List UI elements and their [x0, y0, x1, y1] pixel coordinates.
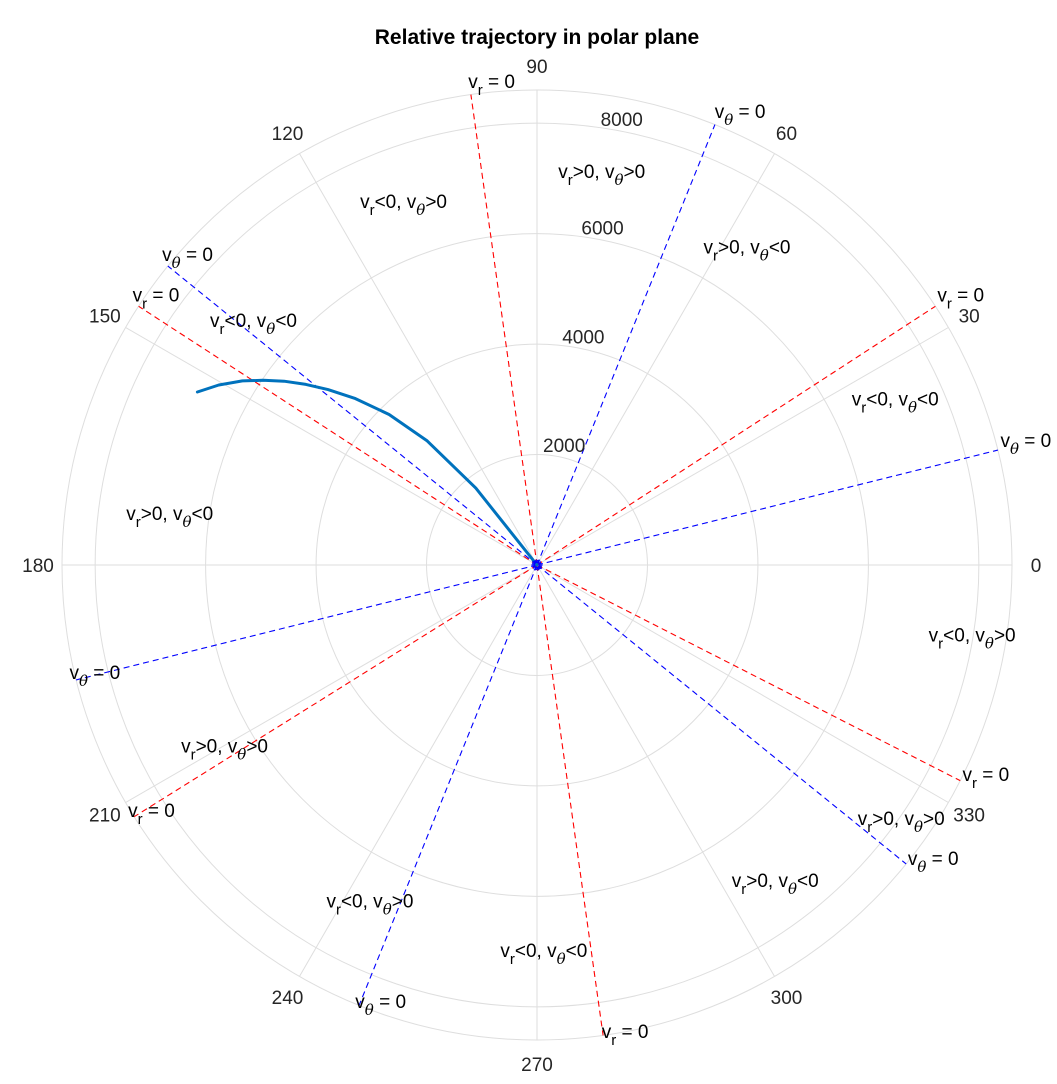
boundary-label-vtheta: vθ = 0 [70, 663, 121, 690]
boundary-label-vr: vr = 0 [468, 72, 515, 99]
origin-marker [531, 562, 543, 568]
region-label: vr>0, vθ<0 [704, 238, 791, 265]
region-label: vr<0, vθ>0 [929, 626, 1016, 653]
boundary-line-vtheta [536, 124, 716, 566]
theta-grid-spoke [299, 153, 538, 566]
boundary-line-vtheta [536, 449, 999, 566]
r-tick-label: 4000 [562, 327, 604, 348]
theta-grid-spoke [536, 564, 775, 977]
boundary-line-vr [536, 564, 961, 782]
theta-grid-spoke [536, 153, 775, 566]
boundary-label-vtheta: vθ = 0 [355, 992, 406, 1019]
theta-grid-spoke [125, 564, 538, 803]
theta-tick-label: 120 [272, 124, 304, 145]
boundary-line-vtheta [167, 265, 538, 566]
r-tick-label: 2000 [543, 436, 585, 457]
region-label: vr<0, vθ<0 [210, 311, 297, 338]
region-label: vr>0, vθ>0 [858, 809, 945, 836]
region-label: vr>0, vθ>0 [181, 737, 268, 764]
theta-tick-label: 210 [89, 806, 121, 827]
r-tick-label: 8000 [601, 110, 643, 131]
origin-marker [532, 560, 542, 570]
boundary-line-vr [470, 94, 538, 566]
theta-tick-label: 0 [1031, 556, 1042, 577]
chart-title: Relative trajectory in polar plane [375, 26, 699, 49]
theta-tick-label: 270 [521, 1055, 553, 1076]
theta-tick-label: 330 [953, 806, 985, 827]
boundary-label-vr: vr = 0 [133, 286, 180, 313]
boundary-label-vr: vr = 0 [962, 765, 1009, 792]
theta-tick-label: 180 [22, 556, 54, 577]
boundary-label-vtheta: vθ = 0 [715, 102, 766, 129]
boundary-label-vr: vr = 0 [128, 801, 175, 828]
boundary-line-vr [536, 305, 936, 566]
region-label: vr<0, vθ<0 [500, 941, 587, 968]
region-label: vr<0, vθ>0 [326, 892, 413, 919]
theta-tick-label: 240 [272, 988, 304, 1009]
trajectory-line [195, 378, 539, 567]
theta-tick-label: 90 [526, 57, 547, 78]
theta-tick-label: 30 [959, 307, 980, 328]
boundary-line-vr [133, 564, 538, 818]
boundary-line-vtheta [536, 564, 907, 865]
boundary-label-vr: vr = 0 [937, 286, 984, 313]
theta-grid-spoke [125, 327, 538, 566]
theta-tick-label: 300 [771, 988, 803, 1009]
boundary-label-vtheta: vθ = 0 [908, 849, 959, 876]
r-tick-label: 6000 [581, 219, 623, 240]
boundary-line-vr [138, 305, 538, 566]
theta-grid-spoke [536, 327, 949, 566]
boundary-line-vtheta [75, 564, 538, 681]
boundary-line-vr [536, 564, 604, 1036]
region-label: vr>0, vθ<0 [732, 871, 819, 898]
theta-grid-spoke [299, 564, 538, 977]
boundary-lines [75, 94, 999, 1036]
boundary-label-vtheta: vθ = 0 [1000, 431, 1051, 458]
region-label: vr>0, vθ>0 [558, 162, 645, 189]
region-label: vr<0, vθ<0 [852, 389, 939, 416]
origin-marker [533, 559, 541, 571]
theta-grid-spoke [536, 564, 949, 803]
theta-tick-label: 150 [89, 307, 121, 328]
region-label: vr<0, vθ>0 [360, 192, 447, 219]
theta-tick-label: 60 [776, 124, 797, 145]
origin-marker [533, 559, 541, 571]
region-label: vr>0, vθ<0 [126, 504, 213, 531]
boundary-line-vtheta [358, 564, 538, 1006]
polar-grid [61, 89, 1013, 1041]
boundary-label-vtheta: vθ = 0 [162, 245, 213, 272]
boundary-label-vr: vr = 0 [602, 1022, 649, 1049]
chart-text-layer: 0 30 60 90 120 150 180 210 240 270 300 330 2000 4000 6… [22, 57, 1051, 1076]
trajectory-layer [195, 378, 543, 571]
